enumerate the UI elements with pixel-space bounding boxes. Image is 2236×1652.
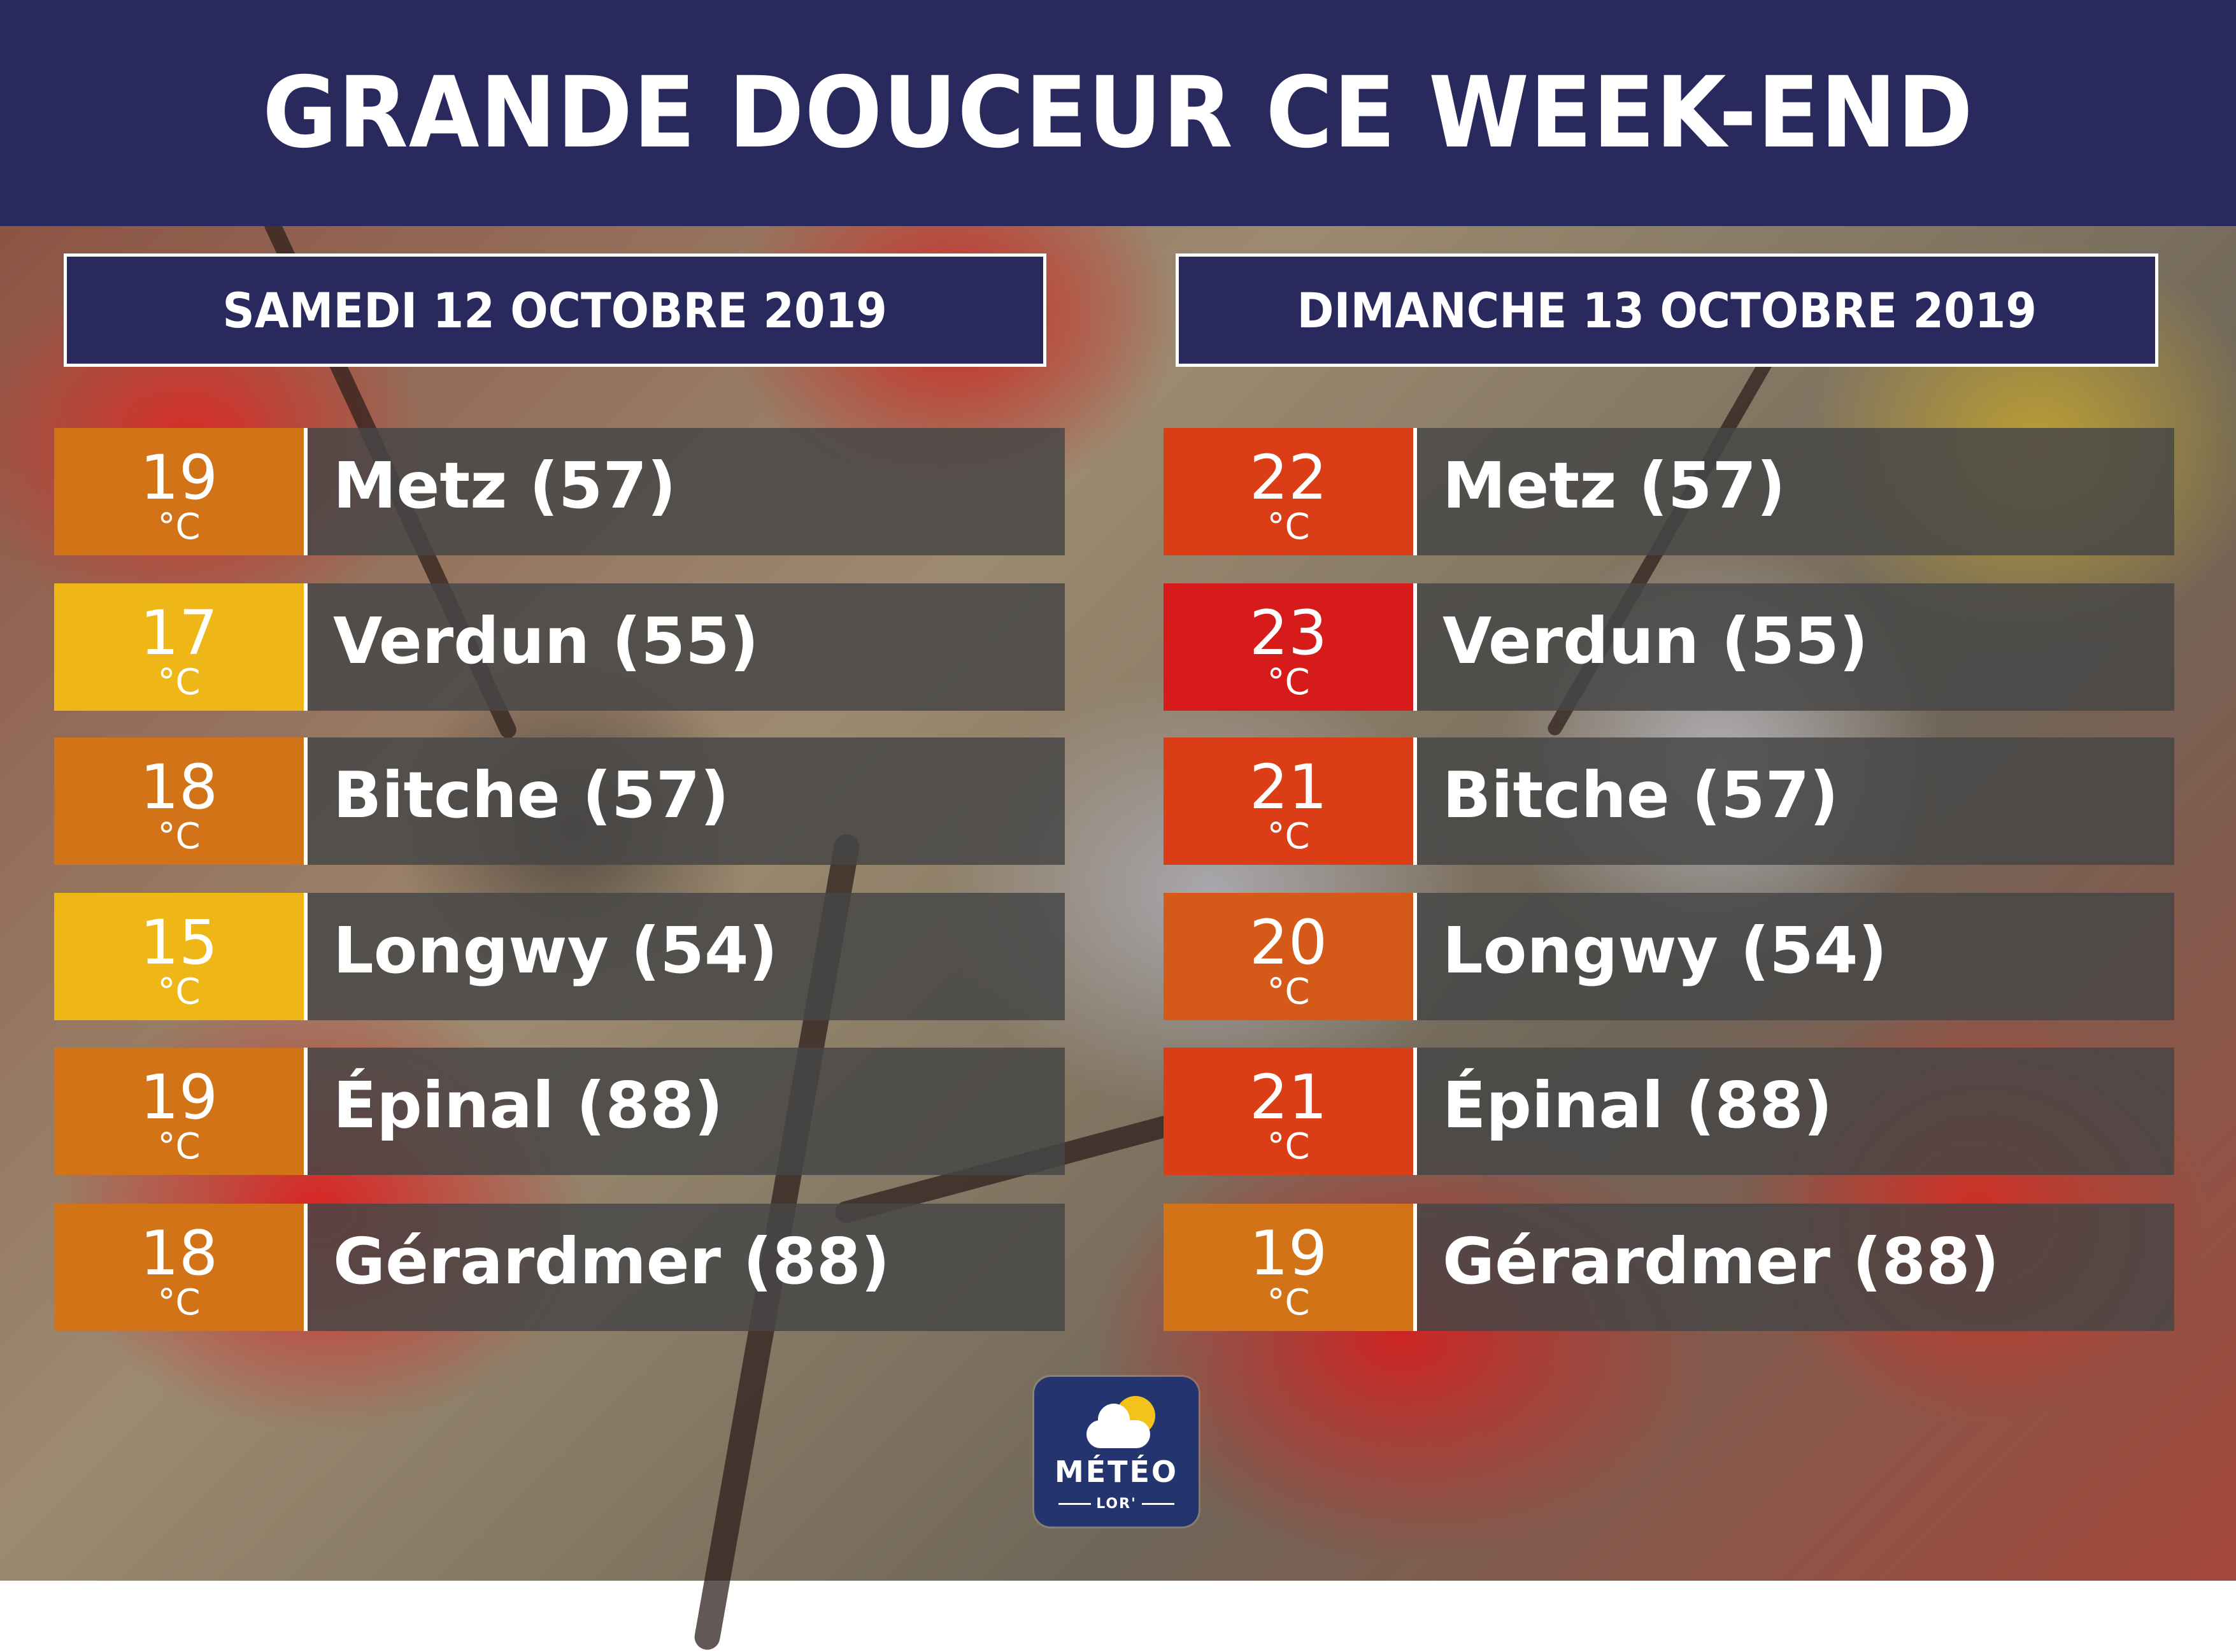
temperature-row: 21 °C Épinal (88) [1164,1048,2174,1175]
meteo-lor-logo: MÉTÉO LOR' [1034,1377,1199,1527]
city-name: Bitche (57) [308,737,1065,865]
temperature-row: 17 °C Verdun (55) [54,583,1065,711]
row-separator [1413,1204,1417,1331]
temperature-unit: °C [1267,971,1310,1013]
row-separator [304,737,308,865]
day-header-sunday: DIMANCHE 13 OCTOBRE 2019 [1176,253,2158,367]
temperature-value: 21 [1249,1062,1328,1133]
row-separator [1413,737,1417,865]
temperature-value: 23 [1249,597,1328,669]
logo-brand: MÉTÉO [1054,1455,1179,1489]
temperature-cell: 21 °C [1164,1048,1413,1175]
temperature-value: 15 [139,907,218,978]
city-name: Épinal (88) [1417,1048,2174,1175]
temperature-cell: 18 °C [54,737,304,865]
temperature-cell: 19 °C [54,428,304,555]
temperature-cell: 19 °C [54,1048,304,1175]
temperature-row: 18 °C Gérardmer (88) [54,1204,1065,1331]
temperature-unit: °C [157,1282,201,1323]
row-separator [1413,428,1417,555]
temperature-value: 18 [139,1218,218,1289]
city-name: Épinal (88) [308,1048,1065,1175]
city-name: Metz (57) [1417,428,2174,555]
row-separator [304,1048,308,1175]
temperature-row: 18 °C Bitche (57) [54,737,1065,865]
temperature-row: 15 °C Longwy (54) [54,893,1065,1020]
city-name: Longwy (54) [308,893,1065,1020]
temperature-cell: 21 °C [1164,737,1413,865]
cloud-icon [1086,1404,1150,1448]
temperature-unit: °C [1267,1126,1310,1167]
row-separator [304,428,308,555]
day-header-saturday: SAMEDI 12 OCTOBRE 2019 [64,253,1046,367]
temperature-unit: °C [157,971,201,1013]
city-name: Gérardmer (88) [308,1204,1065,1331]
day-label: DIMANCHE 13 OCTOBRE 2019 [1297,281,2037,339]
temperature-cell: 20 °C [1164,893,1413,1020]
temperature-cell: 18 °C [54,1204,304,1331]
temperature-unit: °C [157,816,201,857]
temperature-unit: °C [1267,816,1310,857]
city-name: Verdun (55) [1417,583,2174,711]
temperature-value: 17 [139,597,218,669]
temperature-value: 21 [1249,751,1328,823]
temperature-row: 22 °C Metz (57) [1164,428,2174,555]
row-separator [1413,893,1417,1020]
row-separator [304,893,308,1020]
temperature-unit: °C [1267,1282,1310,1323]
logo-sub: LOR' [1053,1495,1179,1513]
temperature-value: 19 [139,1062,218,1133]
row-separator [304,1204,308,1331]
row-separator [1413,1048,1417,1175]
temperature-unit: °C [1267,506,1310,548]
temperature-row: 19 °C Gérardmer (88) [1164,1204,2174,1331]
row-separator [1413,583,1417,711]
temperature-row: 20 °C Longwy (54) [1164,893,2174,1020]
temperature-cell: 17 °C [54,583,304,711]
city-name: Metz (57) [308,428,1065,555]
temperature-unit: °C [1267,662,1310,703]
temperature-value: 19 [1249,1218,1328,1289]
temperature-cell: 22 °C [1164,428,1413,555]
temperature-row: 23 °C Verdun (55) [1164,583,2174,711]
temperature-row: 19 °C Metz (57) [54,428,1065,555]
day-label: SAMEDI 12 OCTOBRE 2019 [222,281,888,339]
temperature-row: 21 °C Bitche (57) [1164,737,2174,865]
temperature-value: 20 [1249,907,1328,978]
title-bar: GRANDE DOUCEUR CE WEEK-END [0,0,2236,226]
row-separator [304,583,308,711]
temperature-cell: 23 °C [1164,583,1413,711]
temperature-unit: °C [157,506,201,548]
temperature-unit: °C [157,662,201,703]
city-name: Verdun (55) [308,583,1065,711]
city-name: Longwy (54) [1417,893,2174,1020]
page-title: GRANDE DOUCEUR CE WEEK-END [262,56,1974,170]
temperature-unit: °C [157,1126,201,1167]
temperature-value: 18 [139,751,218,823]
temperature-value: 22 [1249,442,1328,513]
temperature-row: 19 °C Épinal (88) [54,1048,1065,1175]
temperature-value: 19 [139,442,218,513]
city-name: Gérardmer (88) [1417,1204,2174,1331]
temperature-cell: 19 °C [1164,1204,1413,1331]
city-name: Bitche (57) [1417,737,2174,865]
temperature-cell: 15 °C [54,893,304,1020]
